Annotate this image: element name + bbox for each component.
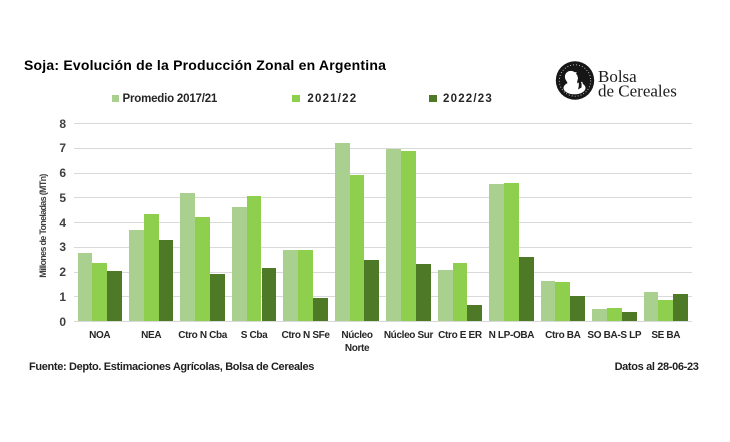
svg-text:Bolsa: Bolsa [598, 67, 637, 86]
svg-text:de Cereales: de Cereales [598, 82, 677, 101]
